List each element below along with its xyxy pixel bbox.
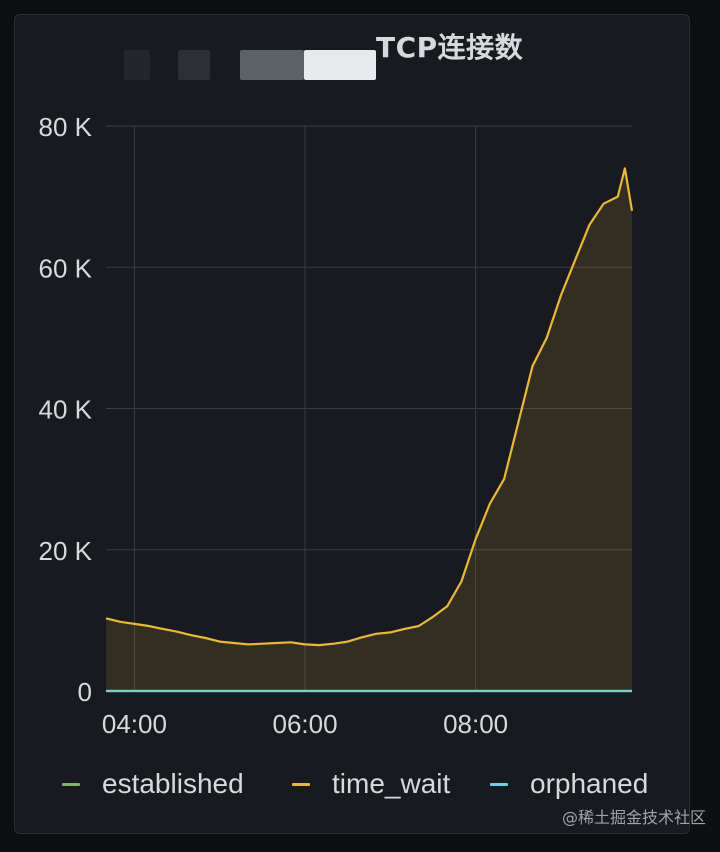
y-tick-label: 60 K: [39, 253, 93, 283]
redacted-block-1: [124, 50, 150, 80]
legend-label-orphaned: orphaned: [530, 768, 649, 799]
panel-header: [0, 24, 720, 80]
series-line-time-wait: [105, 167, 634, 647]
series-area-time-wait: [106, 168, 632, 691]
chart-grid: [106, 125, 632, 691]
y-tick-label: 0: [78, 677, 92, 707]
watermark-text: @稀土掘金技术社区: [561, 808, 706, 827]
legend-swatch-orphaned: [490, 782, 508, 786]
chart-panel: [14, 14, 690, 834]
panel-title[interactable]: TCP连接数: [376, 31, 524, 64]
legend-item-time-wait[interactable]: time_wait: [292, 768, 450, 800]
chart-series: [105, 167, 634, 693]
legend-item-established[interactable]: established: [62, 768, 244, 800]
chart-legend: established time_wait orphaned: [0, 768, 720, 808]
redacted-block-3: [240, 50, 304, 80]
redacted-block-2: [178, 50, 210, 80]
x-tick-label: 08:00: [443, 709, 508, 739]
legend-label-time-wait: time_wait: [332, 768, 451, 799]
legend-label-established: established: [102, 768, 244, 799]
y-tick-label: 80 K: [39, 112, 93, 142]
legend-swatch-established: [62, 782, 80, 786]
x-tick-label: 06:00: [272, 709, 337, 739]
chart-axes: 0 20 K 40 K 60 K 80 K 04:00 06:00 08:00: [39, 112, 509, 739]
x-tick-label: 04:00: [102, 709, 167, 739]
y-tick-label: 20 K: [39, 536, 93, 566]
y-tick-label: 40 K: [39, 395, 93, 425]
legend-item-orphaned[interactable]: orphaned: [490, 768, 648, 800]
legend-swatch-time-wait: [292, 782, 310, 786]
redacted-block-4: [304, 50, 376, 80]
